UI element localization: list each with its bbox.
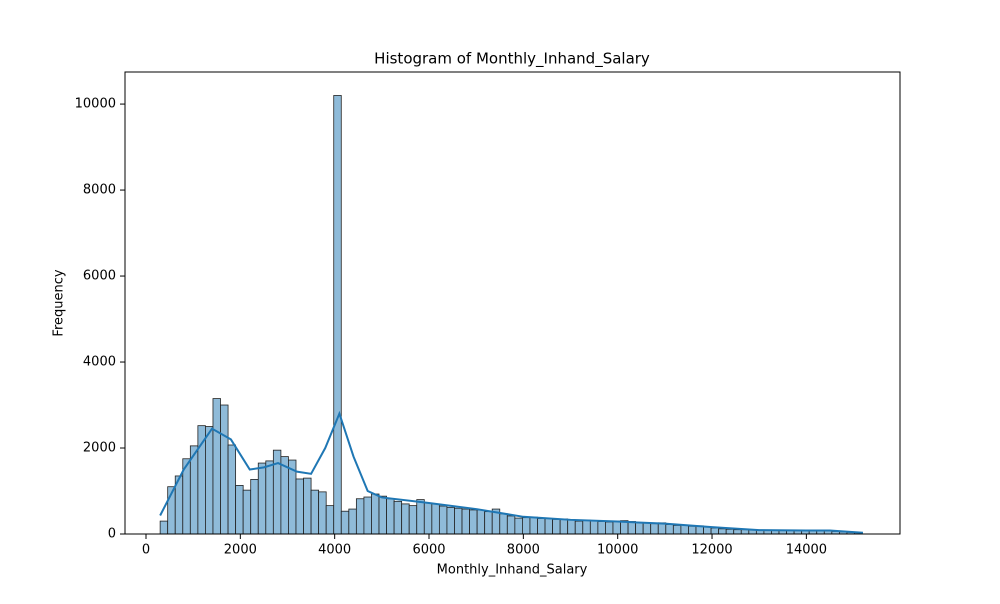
- bar: [242, 489, 252, 535]
- bar: [522, 517, 531, 535]
- bar: [552, 518, 561, 535]
- bar: [250, 478, 259, 535]
- bar: [718, 528, 727, 535]
- bar: [574, 520, 584, 535]
- bar: [371, 493, 380, 535]
- bar: [680, 524, 689, 535]
- bar: [265, 460, 274, 535]
- plot-frame: [124, 71, 901, 535]
- bar: [710, 527, 720, 535]
- bar: [476, 509, 486, 535]
- bar: [665, 524, 674, 535]
- y-tick-label: 4000: [83, 355, 116, 370]
- bar: [642, 522, 652, 535]
- bar: [220, 404, 229, 535]
- bar: [499, 513, 508, 535]
- bar: [235, 485, 244, 535]
- bar: [567, 519, 576, 535]
- bar: [589, 520, 599, 535]
- y-tick-label: 2000: [83, 441, 116, 456]
- bar: [597, 521, 606, 535]
- bar: [159, 520, 169, 535]
- bar: [612, 520, 621, 535]
- bar: [438, 505, 448, 535]
- x-tick-label: 0: [142, 543, 150, 558]
- x-tick-label: 10000: [597, 543, 638, 558]
- x-tick-label: 6000: [412, 543, 445, 558]
- bar: [205, 426, 214, 535]
- bar: [484, 511, 493, 535]
- bar: [386, 498, 395, 535]
- x-tick-label: 8000: [507, 543, 540, 558]
- bar: [469, 509, 478, 535]
- y-tick-label: 6000: [83, 269, 116, 284]
- bar: [310, 489, 320, 535]
- x-tick-label: 4000: [318, 543, 351, 558]
- bar: [605, 521, 614, 535]
- bar: [212, 398, 221, 535]
- x-tick-label: 14000: [786, 543, 827, 558]
- bar: [318, 491, 327, 535]
- bar: [454, 507, 463, 535]
- bar: [303, 477, 312, 535]
- bar: [725, 528, 735, 535]
- x-tick-label: 2000: [224, 543, 257, 558]
- bar: [363, 496, 372, 535]
- y-tick-label: 10000: [75, 97, 116, 112]
- bar: [423, 502, 433, 535]
- bar: [431, 503, 440, 535]
- bar: [416, 499, 425, 535]
- x-axis-label: Monthly_Inhand_Salary: [437, 563, 588, 578]
- bar: [378, 495, 387, 535]
- bar: [325, 505, 335, 535]
- bar: [559, 518, 569, 535]
- bar: [544, 518, 553, 535]
- bar: [393, 500, 403, 535]
- bar: [401, 503, 410, 535]
- bar: [340, 510, 350, 535]
- bar: [355, 498, 365, 535]
- bar: [733, 529, 742, 535]
- y-tick-label: 0: [108, 527, 116, 542]
- bar: [333, 95, 342, 535]
- bar: [582, 519, 591, 535]
- bar: [703, 526, 712, 535]
- bar: [295, 478, 304, 535]
- bar: [627, 521, 637, 535]
- bar: [227, 444, 237, 535]
- bar: [635, 521, 644, 535]
- bar: [650, 523, 659, 535]
- y-tick-label: 8000: [83, 183, 116, 198]
- bar: [537, 518, 546, 535]
- bar: [672, 525, 682, 535]
- bar: [461, 508, 470, 535]
- bar: [529, 516, 538, 535]
- bar: [257, 462, 267, 535]
- bar: [408, 505, 418, 535]
- bar: [514, 517, 523, 535]
- bar: [506, 515, 516, 535]
- chart-title: Histogram of Monthly_Inhand_Salary: [374, 50, 650, 69]
- x-tick-label: 12000: [691, 543, 732, 558]
- y-axis-label: Frequency: [52, 269, 67, 336]
- bar: [446, 506, 455, 535]
- bar: [348, 508, 357, 535]
- kde-line: [159, 410, 864, 534]
- bar: [688, 525, 697, 535]
